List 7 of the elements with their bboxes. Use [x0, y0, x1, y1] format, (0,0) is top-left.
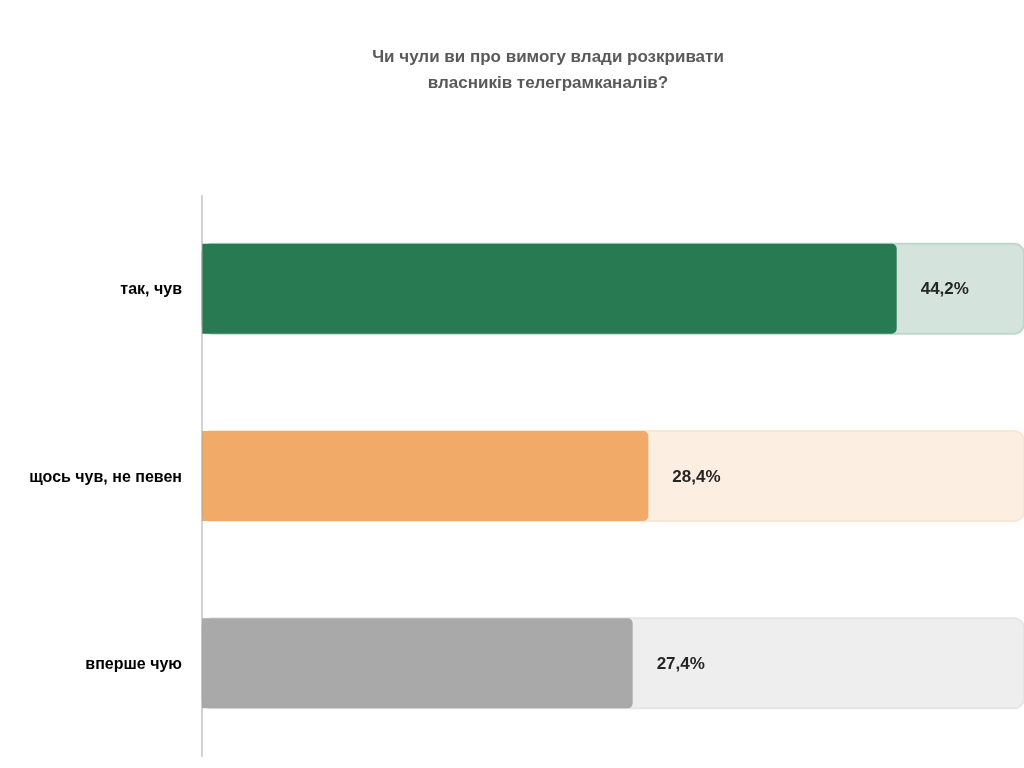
y-tick-label: вперше чую	[85, 655, 183, 673]
data-label: 27,4%	[656, 653, 705, 673]
data-label: 28,4%	[672, 466, 721, 486]
data-label: 44,2%	[920, 279, 969, 299]
chart-title: Чи чули ви про вимогу влади розкривати власників телеграмканалів?	[371, 46, 725, 94]
y-tick-label: так, чув	[120, 280, 183, 298]
y-tick-label: щось чув, не певен	[29, 467, 182, 485]
